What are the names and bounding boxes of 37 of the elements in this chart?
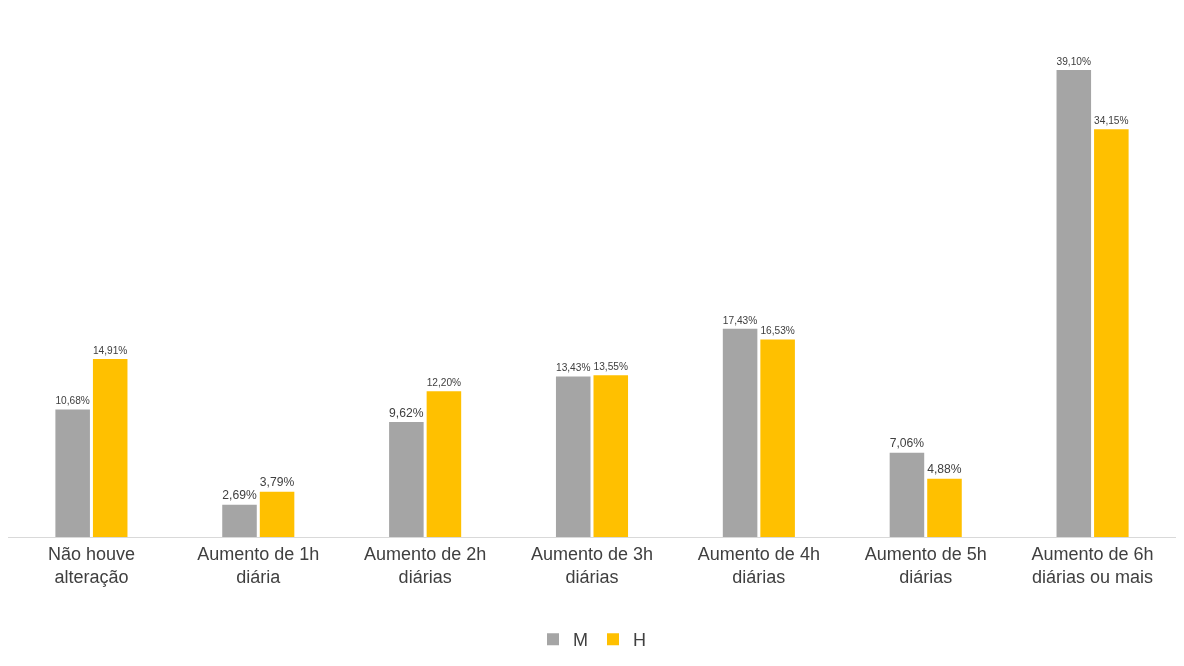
x-tick-label: Não houve alteração [47, 543, 135, 587]
data-label: 13,43% [555, 362, 591, 374]
data-label: 39,10% [1056, 55, 1091, 67]
data-label: 10,68% [55, 395, 90, 407]
x-tick-label: Aumento de 2h diárias [364, 543, 487, 587]
data-label: 4,88% [927, 462, 962, 477]
bar [222, 504, 257, 537]
data-label: 7,06% [889, 436, 925, 451]
x-tick-label: Aumento de 1h diária [197, 543, 320, 587]
bar [259, 491, 295, 537]
bar [426, 391, 462, 537]
bar [722, 328, 758, 537]
x-tick-label: Aumento de 6h diárias ou mais [1031, 543, 1154, 587]
data-label: 14,91% [92, 344, 128, 356]
data-label: 16,53% [760, 325, 795, 337]
bar [55, 409, 90, 537]
legend-label: M [573, 630, 588, 651]
bar [1094, 129, 1129, 537]
x-tick-label: Aumento de 4h diárias [697, 543, 820, 587]
x-tick-label: Aumento de 3h diárias [530, 543, 654, 587]
bar [889, 452, 925, 537]
data-label: 34,15% [1094, 115, 1129, 126]
legend-label: H [633, 630, 646, 651]
bar [1056, 70, 1092, 537]
data-label: 9,62% [389, 405, 424, 420]
data-label: 3,79% [259, 475, 295, 490]
bar [555, 376, 591, 537]
data-label: 17,43% [722, 314, 758, 326]
data-label: 12,20% [426, 377, 462, 389]
x-tick-label: Aumento de 5h diárias [864, 543, 987, 587]
bar [927, 478, 962, 537]
data-label: 2,69% [222, 488, 257, 503]
bar [389, 422, 424, 537]
bar [92, 358, 128, 537]
data-label: 13,55% [593, 361, 628, 373]
bar [593, 375, 629, 537]
bar [760, 339, 795, 537]
